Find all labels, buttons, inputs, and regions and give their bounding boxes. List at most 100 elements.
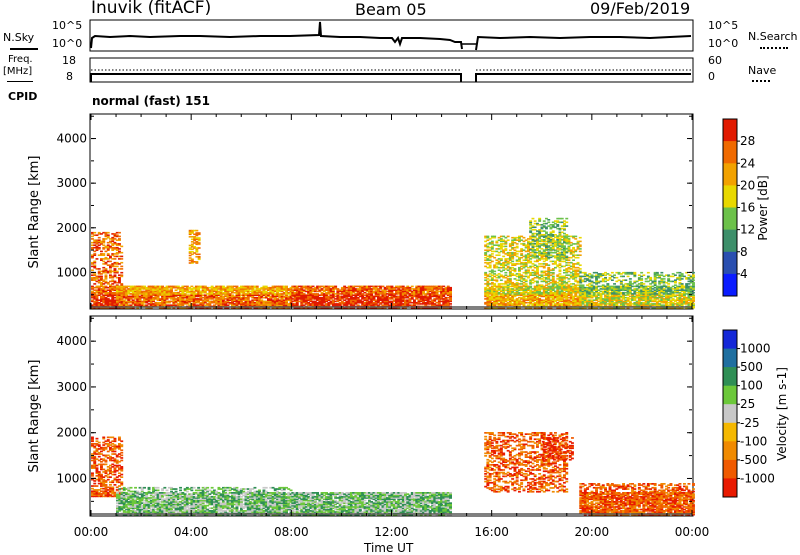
power-echo-cell: [198, 254, 201, 256]
power-echo-cell: [565, 222, 568, 224]
power-echo-cell: [532, 247, 535, 249]
power-echo-cell: [107, 232, 110, 234]
power-echo-cell: [525, 279, 528, 281]
power-echo-cell: [486, 236, 489, 238]
power-echo-cell: [120, 274, 123, 276]
power-echo-cell: [529, 220, 532, 222]
power-echo-cell: [579, 241, 582, 243]
power-echo-cell: [198, 256, 201, 258]
power-echo-cell: [107, 253, 110, 255]
power-echo-cell: [604, 277, 607, 279]
power-echo-cell: [577, 273, 580, 275]
power-echo-cell: [568, 281, 571, 283]
nsky-trace: [91, 22, 462, 49]
power-echo-cell: [493, 271, 496, 273]
power-echo-cell: [523, 237, 526, 239]
power-echo-cell: [579, 244, 582, 246]
power-echo-cell: [532, 218, 535, 220]
power-echo-cell: [120, 252, 123, 254]
power-echo-cell: [545, 232, 548, 234]
power-echo-cell: [107, 234, 110, 236]
power-echo-cell: [256, 286, 259, 288]
power-echo-cell: [559, 263, 562, 265]
power-echo-cell: [561, 254, 564, 256]
power-echo-cell: [93, 232, 96, 234]
power-echo-cell: [493, 283, 496, 285]
power-echo-cell: [550, 252, 553, 254]
power-echo-cell: [493, 257, 496, 259]
power-echo-cell: [565, 239, 568, 241]
power-echo-cell: [195, 230, 198, 232]
power-echo-cell: [565, 218, 568, 220]
power-echo-cell: [536, 248, 539, 250]
power-echo-cell: [538, 218, 541, 220]
power-echo-cell: [552, 272, 555, 274]
power-echo-cell: [611, 272, 614, 274]
power-echo-cell: [579, 254, 582, 256]
power-echo-cell: [509, 278, 512, 280]
power-echo-cell: [516, 246, 519, 248]
power-echo-cell: [579, 248, 582, 250]
power-echo-cell: [559, 269, 562, 271]
freq-trace: [91, 74, 461, 82]
power-echo-cell: [613, 274, 616, 276]
power-echo-cell: [520, 253, 523, 255]
power-echo-cell: [120, 262, 123, 264]
power-echo-cell: [563, 228, 566, 230]
power-echo-cell: [109, 261, 112, 263]
power-echo-cell: [500, 279, 503, 281]
power-echo-cell: [565, 243, 568, 245]
power-echo-cell: [504, 272, 507, 274]
power-echo-cell: [559, 273, 562, 275]
power-echo-cell: [102, 253, 105, 255]
power-echo-cell: [120, 266, 123, 268]
power-echo-cell: [91, 269, 94, 271]
power-echo-cell: [93, 253, 96, 255]
power-echo-cell: [191, 259, 194, 261]
power-echo-cell: [565, 234, 568, 236]
power-echo-cell: [579, 251, 582, 253]
power-echo-cell: [198, 232, 201, 234]
power-echo-cell: [105, 274, 108, 276]
power-echo-cell: [114, 258, 117, 260]
power-echo-cell: [504, 248, 507, 250]
power-echo-cell: [507, 239, 510, 241]
freq-trace-after-gap: [476, 74, 691, 82]
power-echo-cell: [93, 264, 96, 266]
power-echo-cell: [545, 243, 548, 245]
power-echo-cell: [565, 252, 568, 254]
power-echo-cell: [502, 256, 505, 258]
power-echo-cell: [495, 279, 498, 281]
power-echo-cell: [489, 264, 492, 266]
power-echo-cell: [493, 236, 496, 238]
power-echo-cell: [561, 239, 564, 241]
power-echo-cell: [114, 274, 117, 276]
power-echo-cell: [615, 277, 618, 279]
power-echo-cell: [100, 276, 103, 278]
power-echo-cell: [511, 261, 514, 263]
power-echo-cell: [536, 281, 539, 283]
power-echo-cell: [118, 236, 121, 238]
power-echo-cell: [577, 281, 580, 283]
power-echo-cell: [568, 259, 571, 261]
power-echo-cell: [547, 222, 550, 224]
power-echo-cell: [449, 287, 452, 289]
power-echo-cell: [504, 246, 507, 248]
power-echo-cell: [100, 251, 103, 253]
power-echo-cell: [579, 237, 582, 239]
power-echo-cell: [116, 266, 119, 268]
power-echo-cell: [411, 286, 414, 288]
power-echo-cell: [198, 237, 201, 239]
power-echo-cell: [118, 243, 121, 245]
power-echo-cell: [491, 241, 494, 243]
power-echo-cell: [606, 283, 609, 285]
power-echo-cell: [574, 236, 577, 238]
power-echo-cell: [579, 264, 582, 266]
power-echo-cell: [572, 247, 575, 249]
power-echo-cell: [118, 238, 121, 240]
power-echo-cell: [507, 236, 510, 238]
power-echo-cell: [98, 247, 101, 249]
power-echo-cell: [577, 262, 580, 264]
nsky-trace-after-gap: [476, 36, 691, 50]
power-echo-cell: [484, 272, 487, 274]
